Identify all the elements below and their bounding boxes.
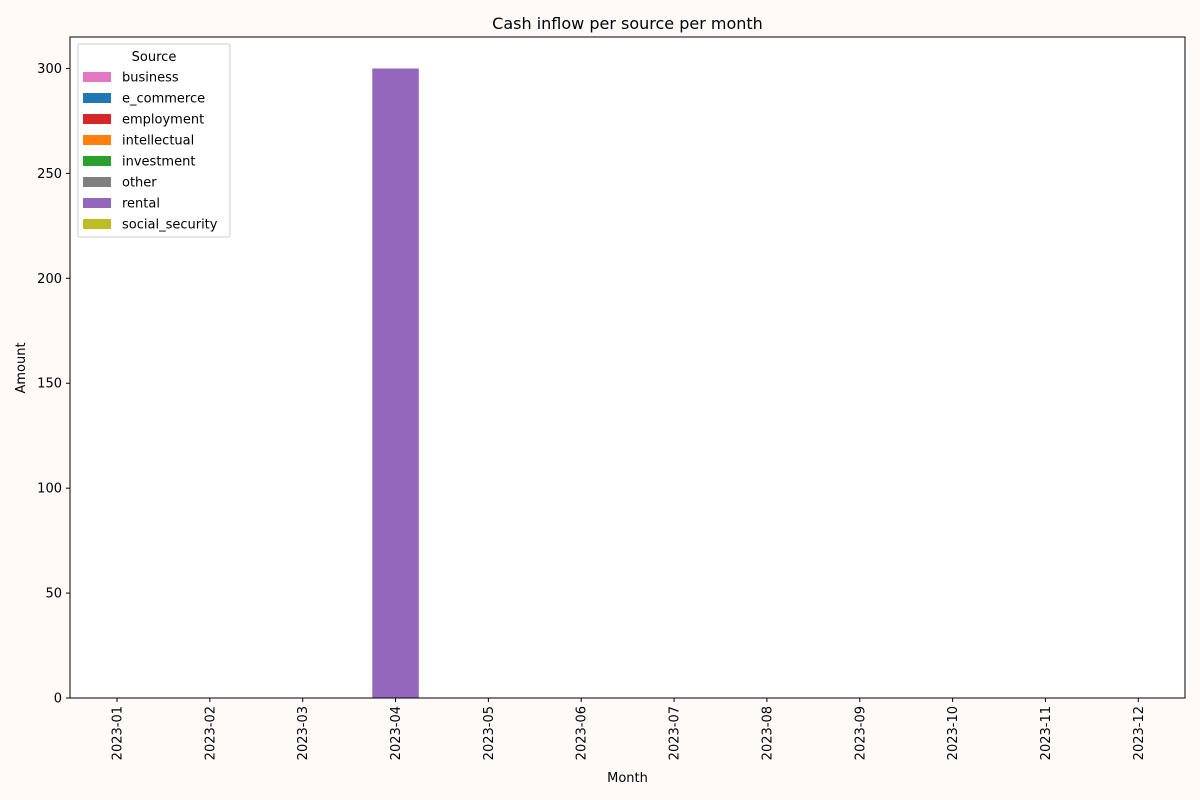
legend-swatch-intellectual <box>83 135 111 145</box>
bars-layer <box>372 68 419 699</box>
x-tick-label: 2023-09 <box>853 706 868 760</box>
legend-label-rental: rental <box>122 197 160 212</box>
plot-area <box>70 37 1185 698</box>
legend-swatch-employment <box>83 114 111 124</box>
legend-label-investment: investment <box>122 155 195 170</box>
y-tick-label: 100 <box>37 482 62 497</box>
bar-rental-2023-04 <box>372 68 419 699</box>
legend-box <box>77 43 231 238</box>
legend-swatch-rental <box>83 198 111 208</box>
x-tick-label: 2023-02 <box>203 706 218 760</box>
x-tick-label: 2023-12 <box>1132 706 1147 760</box>
legend-swatch-social_security <box>83 219 111 229</box>
chart-title: Cash inflow per source per month <box>492 14 763 33</box>
legend-swatch-investment <box>83 156 111 166</box>
y-axis-label: Amount <box>14 342 29 393</box>
y-tick-label: 200 <box>37 272 62 287</box>
y-tick-label: 250 <box>37 167 62 182</box>
y-tick-label: 150 <box>37 377 62 392</box>
y-tick-label: 300 <box>37 62 62 77</box>
legend-label-social_security: social_security <box>122 218 218 233</box>
x-tick-label: 2023-05 <box>482 706 497 760</box>
legend-swatch-e_commerce <box>83 93 111 103</box>
legend-title: Source <box>132 50 177 65</box>
x-axis-label: Month <box>607 771 648 786</box>
x-tick-label: 2023-06 <box>575 706 590 760</box>
legend-items: business e_commerce employment intellectual… <box>83 71 218 233</box>
y-tick-label: 0 <box>54 692 62 707</box>
legend-swatch-other <box>83 177 111 187</box>
legend-label-business: business <box>122 71 179 86</box>
x-tick-label: 2023-08 <box>760 706 775 760</box>
legend-label-other: other <box>122 176 157 191</box>
legend-label-intellectual: intellectual <box>122 134 194 149</box>
y-axis: 0 50 100 150 200 250 300 <box>37 62 70 707</box>
y-tick-label: 50 <box>45 587 62 602</box>
legend: Source business e_commerce employment intel… <box>77 43 231 238</box>
legend-label-employment: employment <box>122 113 204 128</box>
legend-label-e_commerce: e_commerce <box>122 92 205 107</box>
x-tick-label: 2023-03 <box>296 706 311 760</box>
x-tick-label: 2023-01 <box>111 706 126 760</box>
x-tick-label: 2023-07 <box>668 706 683 760</box>
x-axis: 2023-01 2023-02 2023-03 2023-04 2023-05 2023-… <box>111 698 1147 760</box>
legend-swatch-business <box>83 72 111 82</box>
x-tick-label: 2023-11 <box>1039 706 1054 760</box>
x-tick-label: 2023-04 <box>389 706 404 760</box>
x-tick-label: 2023-10 <box>946 706 961 760</box>
plot-frame <box>69 36 1186 699</box>
